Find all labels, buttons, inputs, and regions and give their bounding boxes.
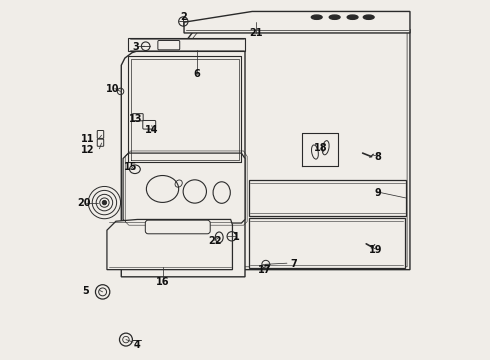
Text: 5: 5 — [82, 286, 89, 296]
Text: 8: 8 — [374, 152, 381, 162]
Text: 12: 12 — [80, 144, 94, 154]
Text: 13: 13 — [129, 114, 143, 124]
Circle shape — [102, 201, 107, 205]
Text: 1: 1 — [233, 232, 240, 242]
Polygon shape — [248, 218, 405, 268]
Polygon shape — [122, 49, 245, 277]
Text: 9: 9 — [374, 188, 381, 198]
Polygon shape — [248, 180, 406, 216]
FancyBboxPatch shape — [132, 114, 143, 121]
Polygon shape — [184, 12, 410, 33]
Text: 14: 14 — [145, 125, 158, 135]
Text: 22: 22 — [208, 236, 221, 246]
Text: 18: 18 — [314, 143, 327, 153]
FancyBboxPatch shape — [146, 220, 210, 234]
Text: 11: 11 — [80, 134, 94, 144]
Text: 2: 2 — [181, 12, 187, 22]
FancyBboxPatch shape — [97, 131, 104, 138]
FancyBboxPatch shape — [143, 121, 156, 129]
Text: 6: 6 — [193, 69, 200, 79]
Text: 19: 19 — [369, 245, 383, 255]
Text: 21: 21 — [249, 28, 263, 38]
Text: 7: 7 — [290, 259, 297, 269]
Polygon shape — [128, 39, 245, 51]
Text: 10: 10 — [105, 84, 119, 94]
Polygon shape — [184, 30, 410, 270]
Text: 16: 16 — [156, 277, 169, 287]
Ellipse shape — [329, 15, 340, 19]
FancyBboxPatch shape — [97, 139, 104, 146]
Text: 3: 3 — [132, 42, 139, 52]
Text: 4: 4 — [134, 340, 141, 350]
Polygon shape — [107, 220, 232, 270]
Ellipse shape — [311, 15, 322, 19]
Text: 17: 17 — [258, 265, 271, 275]
Ellipse shape — [364, 15, 374, 19]
FancyBboxPatch shape — [158, 41, 180, 50]
Text: 20: 20 — [77, 198, 91, 208]
Text: 15: 15 — [123, 162, 137, 172]
Polygon shape — [123, 153, 245, 223]
Ellipse shape — [347, 15, 358, 19]
